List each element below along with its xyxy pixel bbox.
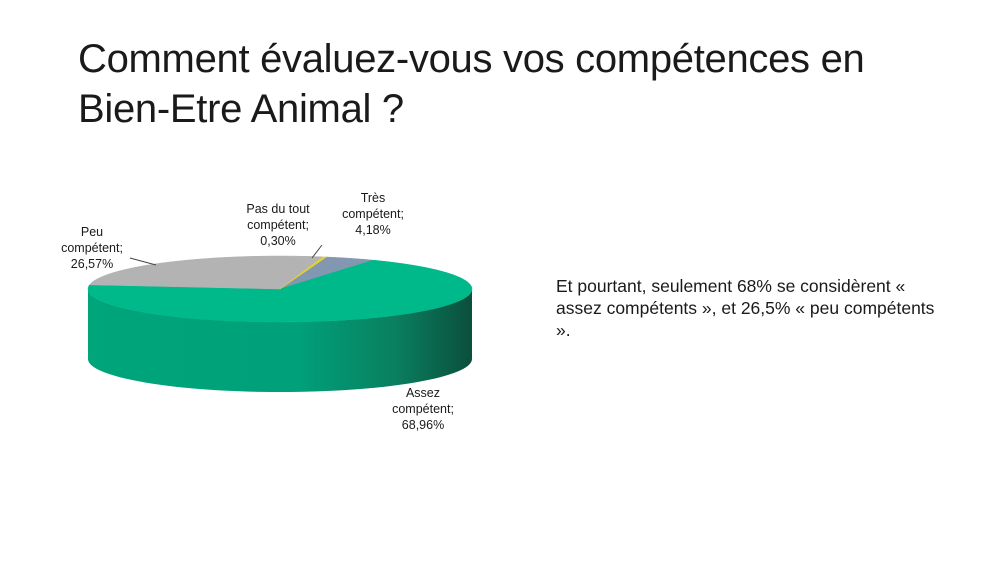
pie-side-1 <box>88 289 472 392</box>
data-label-tr-s-comp-tent: Très compétent; 4,18% <box>342 191 404 237</box>
data-label-peu-comp-tent: Peu compétent; 26,57% <box>61 225 123 271</box>
label-group: Très compétent; 4,18% Assez compétent; 68,96%… <box>61 191 454 432</box>
leader-line-peu-comp-tent <box>129 257 157 266</box>
pie-slice-peu-comp-tent <box>89 255 324 290</box>
side-note: Et pourtant, seulement 68% se considèren… <box>556 276 935 340</box>
data-label-pas-du-tout-comp-tent: Pas du tout compétent; 0,30% <box>246 202 310 248</box>
leader-line-tr-s-comp-tent <box>311 244 323 259</box>
pie-group <box>87 255 473 392</box>
pie-slice-assez-comp-tent <box>87 259 473 323</box>
data-label-assez-comp-tent: Assez compétent; 68,96% <box>392 386 454 432</box>
pie-slice-pas-du-tout-comp-tent <box>279 256 328 290</box>
slide-title: Comment évaluez-vous vos compétences en … <box>78 37 865 131</box>
